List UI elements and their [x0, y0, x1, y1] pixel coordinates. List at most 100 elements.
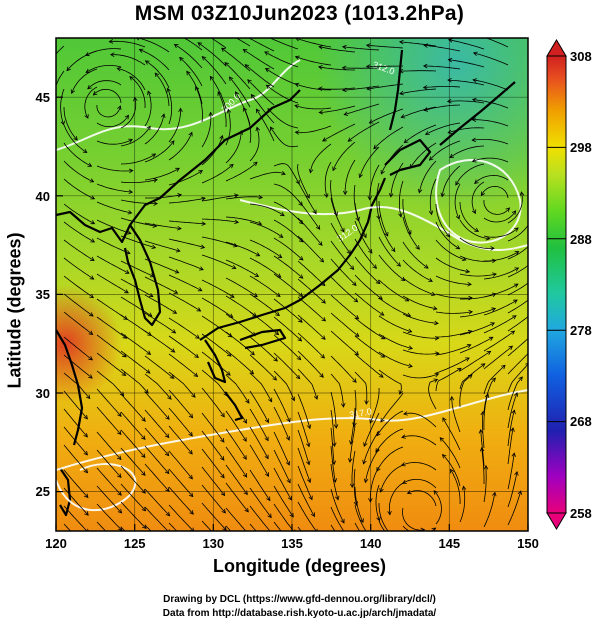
streamline [249, 127, 260, 162]
x-tick-label: 135 [281, 536, 303, 551]
colorbar-tick-label: 278 [570, 323, 592, 338]
streamline [378, 218, 396, 252]
streamline-arrowhead [208, 111, 214, 117]
streamline [96, 449, 122, 478]
streamline [483, 345, 513, 370]
streamline-arrowhead [465, 268, 471, 274]
x-tick-labels: 120 125 130 135 140 145 150 [45, 536, 539, 551]
streamline [354, 202, 367, 238]
streamline-arrowhead [298, 292, 304, 298]
streamline-arrowhead [149, 273, 155, 278]
streamline [399, 41, 437, 47]
streamline-arrowhead [313, 395, 319, 400]
colorbar-tick-label: 258 [570, 506, 592, 521]
streamline [480, 185, 509, 199]
streamline-arrowhead [220, 412, 225, 418]
streamline [144, 140, 175, 163]
streamline [249, 408, 269, 441]
streamline-arrowhead [170, 348, 176, 353]
streamline [369, 466, 380, 502]
streamline [63, 275, 94, 298]
streamline [435, 311, 473, 314]
streamline [423, 86, 461, 88]
streamline [297, 163, 310, 199]
streamline-arrowhead [250, 350, 255, 356]
streamline-arrowhead [492, 491, 497, 497]
streamline-arrowhead [449, 153, 455, 158]
streamline [63, 311, 93, 335]
streamline [96, 183, 133, 193]
streamline-arrowhead [253, 161, 258, 167]
streamline [267, 108, 299, 129]
streamline-arrowhead [125, 250, 131, 255]
streamline-arrowhead [116, 455, 122, 461]
streamline-arrowhead [194, 353, 199, 359]
streamline [144, 167, 180, 181]
streamline-arrowhead [238, 130, 244, 135]
streamline [442, 417, 461, 451]
streamline [380, 464, 404, 493]
streamline-arrowhead [534, 292, 538, 296]
streamline-arrowhead [220, 456, 225, 461]
streamline [273, 163, 300, 184]
streamline [294, 105, 332, 110]
streamline [450, 469, 461, 505]
streamline [96, 334, 127, 358]
streamline [225, 130, 242, 164]
streamline-arrowhead [177, 225, 182, 231]
streamline [225, 277, 258, 298]
streamline-arrowhead [488, 336, 494, 341]
streamline [85, 65, 122, 73]
streamline-arrowhead [480, 410, 485, 416]
streamline [266, 84, 299, 104]
streamline-arrowhead [165, 487, 170, 492]
streamline-arrowhead [117, 412, 122, 417]
streamline-arrowhead [376, 516, 381, 522]
streamline-arrowhead [164, 433, 170, 439]
streamline [401, 435, 437, 446]
streamline [507, 224, 528, 242]
streamline-arrowhead [368, 498, 373, 503]
streamline-arrowhead [193, 372, 199, 378]
streamline-arrowhead [66, 66, 71, 72]
streamline [363, 430, 380, 464]
streamline-arrowhead [227, 333, 233, 338]
streamline-arrowhead [447, 57, 453, 63]
streamline [401, 462, 437, 471]
streamline-arrowhead [264, 68, 270, 73]
streamline [96, 503, 123, 531]
streamline [201, 236, 238, 247]
streamline [428, 379, 438, 410]
streamline-arrowhead [513, 392, 519, 397]
streamline [369, 108, 404, 124]
streamline-arrowhead [84, 511, 89, 516]
streamline-arrowhead [375, 448, 380, 453]
streamline-arrowhead [447, 129, 453, 134]
streamline-arrowhead [221, 508, 226, 514]
streamline-arrowhead [368, 119, 374, 124]
streamline [324, 161, 332, 198]
streamline [375, 428, 404, 453]
streamline-arrowhead [90, 238, 96, 243]
streamline [273, 485, 294, 518]
streamline-arrowhead [349, 265, 355, 271]
y-tick-label: 35 [36, 287, 50, 302]
streamline-arrowhead [286, 417, 291, 423]
streamline [423, 104, 461, 111]
streamline-arrowhead [467, 374, 473, 379]
streamline-arrowhead [290, 396, 296, 402]
streamline [297, 235, 324, 263]
streamline-arrowhead [331, 442, 337, 448]
streamline-arrowhead [346, 249, 351, 255]
streamline-arrowhead [276, 292, 281, 298]
streamline [224, 62, 251, 90]
streamline-arrowhead [402, 479, 407, 484]
streamline-arrowhead [474, 179, 479, 184]
streamline [167, 88, 173, 125]
streamline [378, 236, 401, 267]
streamline-arrowhead [320, 354, 325, 359]
streamline [273, 352, 300, 379]
streamline-arrowhead [517, 490, 522, 495]
streamline-arrowhead [145, 369, 151, 374]
streamline [136, 38, 170, 53]
